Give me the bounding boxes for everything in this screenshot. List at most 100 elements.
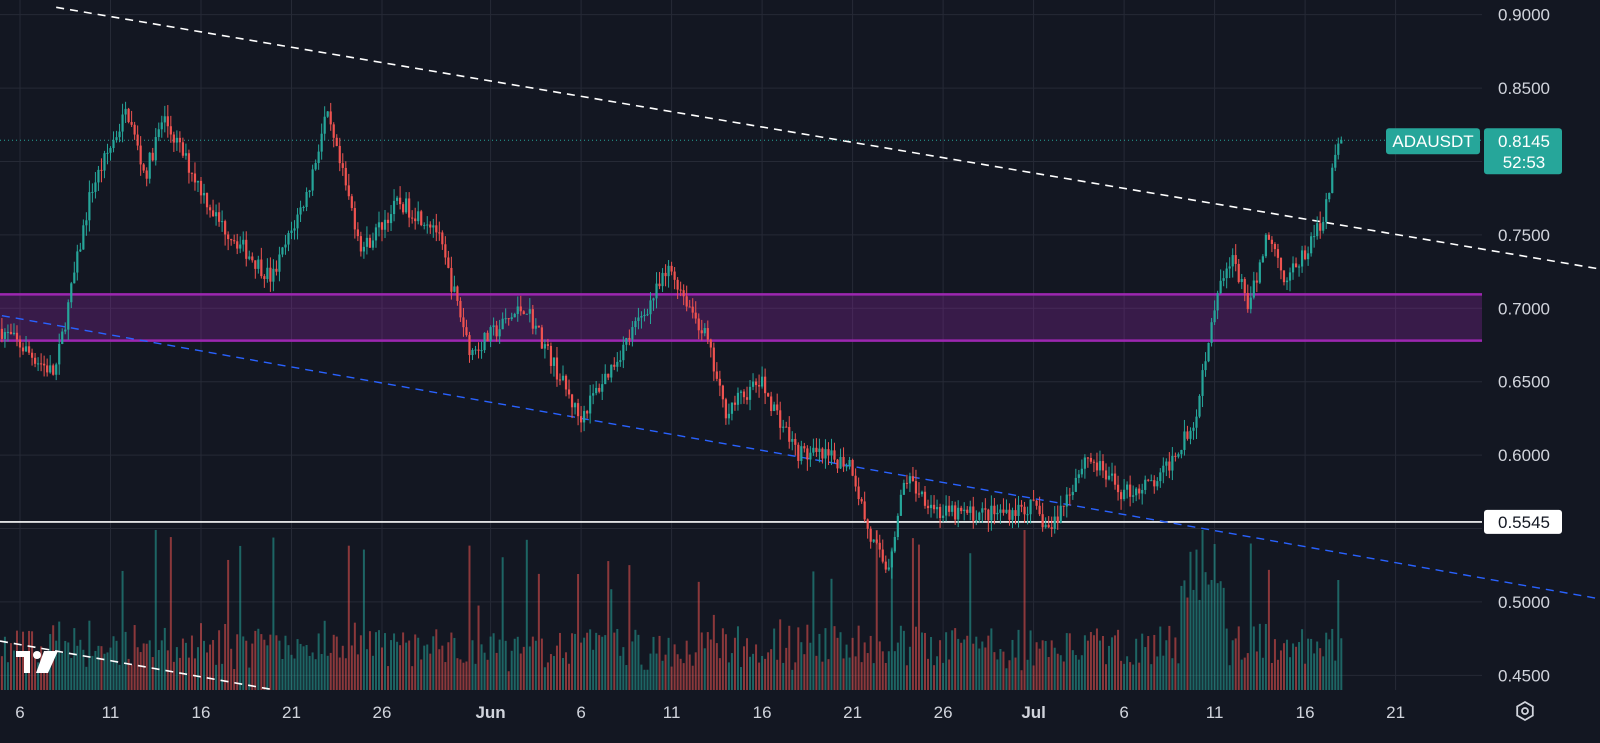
candle-body bbox=[453, 286, 456, 292]
volume-bar bbox=[1062, 661, 1065, 690]
volume-bar bbox=[917, 544, 920, 690]
volume-bar bbox=[984, 647, 987, 690]
candle-body bbox=[468, 335, 471, 356]
candle-body bbox=[510, 317, 513, 320]
candle-body bbox=[82, 225, 85, 250]
candle-body bbox=[227, 234, 230, 240]
candle-body bbox=[727, 413, 731, 419]
candle-body bbox=[1225, 268, 1228, 279]
candle-body bbox=[803, 446, 806, 449]
candle-body bbox=[649, 300, 652, 315]
candle-body bbox=[685, 296, 688, 307]
volume-bar bbox=[619, 655, 622, 690]
candle-body bbox=[857, 486, 860, 500]
candle-body bbox=[966, 509, 969, 513]
candle-body bbox=[456, 286, 459, 301]
candle-body bbox=[94, 182, 97, 192]
volume-bar bbox=[688, 654, 691, 690]
candle-body bbox=[504, 318, 507, 320]
candle-body bbox=[1222, 278, 1225, 281]
candle-body bbox=[1213, 310, 1216, 323]
gear-icon[interactable] bbox=[1516, 700, 1534, 722]
volume-bar bbox=[1017, 629, 1020, 690]
tradingview-logo-icon[interactable] bbox=[16, 651, 58, 673]
volume-bar bbox=[522, 646, 525, 690]
upper-trendline[interactable] bbox=[56, 6, 1600, 270]
volume-bar bbox=[571, 633, 574, 690]
volume-bar bbox=[1201, 530, 1204, 690]
volume-bar bbox=[64, 640, 67, 690]
candle-body bbox=[1113, 473, 1117, 485]
volume-bar bbox=[1011, 639, 1014, 690]
candle-body bbox=[694, 312, 697, 319]
candle-body bbox=[631, 327, 634, 340]
volume-bar bbox=[664, 654, 667, 690]
candle-body bbox=[269, 267, 272, 282]
candle-body bbox=[1132, 495, 1135, 497]
candle-body bbox=[320, 133, 323, 152]
bottom-left-trendline[interactable] bbox=[0, 640, 276, 691]
candle-body bbox=[329, 111, 332, 125]
candle-body bbox=[896, 515, 899, 538]
volume-bar bbox=[1035, 642, 1038, 690]
candle-body bbox=[990, 505, 993, 521]
candle-body bbox=[196, 180, 200, 183]
candle-body bbox=[377, 222, 381, 228]
candle-body bbox=[411, 217, 414, 219]
candle-body bbox=[739, 391, 743, 393]
candle-body bbox=[1150, 480, 1153, 482]
x-tick-label: 11 bbox=[663, 703, 681, 722]
volume-bar bbox=[1222, 587, 1225, 690]
volume-bar bbox=[1331, 628, 1334, 690]
candle-body bbox=[697, 318, 700, 331]
candle-body bbox=[465, 327, 468, 336]
candle-body bbox=[507, 318, 510, 320]
candle-body bbox=[993, 505, 996, 515]
volume-bar bbox=[1228, 665, 1231, 690]
candle-body bbox=[58, 343, 61, 365]
volume-bar bbox=[682, 663, 685, 690]
candle-body bbox=[1297, 266, 1301, 268]
candle-body bbox=[818, 448, 821, 452]
volume-bar bbox=[658, 635, 661, 690]
candle-body bbox=[208, 207, 212, 211]
volume-bar bbox=[6, 662, 9, 690]
candle-body bbox=[1020, 504, 1023, 507]
candle-body bbox=[287, 233, 290, 245]
volume-bar bbox=[251, 643, 254, 690]
x-tick-label: 21 bbox=[843, 703, 862, 722]
candle-body bbox=[806, 448, 809, 460]
volume-bar bbox=[1192, 589, 1195, 690]
candle-body bbox=[1291, 263, 1295, 273]
lower-trendline[interactable] bbox=[1, 314, 1600, 600]
volume-bar bbox=[721, 628, 724, 690]
volume-bar bbox=[531, 636, 534, 690]
volume-bar bbox=[1120, 660, 1123, 690]
volume-bar bbox=[616, 628, 619, 690]
x-tick-label: 26 bbox=[934, 703, 953, 722]
candle-body bbox=[567, 389, 571, 395]
volume-bar bbox=[546, 662, 549, 690]
volume-bar bbox=[761, 655, 764, 690]
volume-bar bbox=[218, 630, 221, 690]
volume-bar bbox=[275, 635, 278, 690]
x-axis[interactable]: 6 11 16 21 26 Jun 6 11 16 21 26 Jul 6 11 16 21 bbox=[15, 703, 1405, 722]
volume-bar bbox=[727, 662, 730, 690]
y-axis[interactable]: 0.9000 0.8500 0.7500 0.7000 0.6500 0.6000 0.50… bbox=[1498, 6, 1550, 686]
x-tick-label: 21 bbox=[282, 703, 301, 722]
candle-body bbox=[450, 267, 453, 292]
candle-body bbox=[1288, 272, 1292, 281]
volume-bar bbox=[812, 571, 815, 690]
volume-bar bbox=[507, 671, 510, 690]
candle-body bbox=[1228, 266, 1231, 269]
candle-body bbox=[441, 232, 444, 245]
candle-body bbox=[1258, 262, 1261, 283]
volume-bar bbox=[999, 648, 1002, 690]
candle-body bbox=[103, 153, 106, 171]
volume-bar bbox=[305, 645, 308, 690]
volume-bar bbox=[1108, 645, 1111, 690]
volume-bar bbox=[1234, 638, 1237, 690]
volume-bar bbox=[257, 628, 260, 690]
candle-body bbox=[314, 163, 317, 170]
